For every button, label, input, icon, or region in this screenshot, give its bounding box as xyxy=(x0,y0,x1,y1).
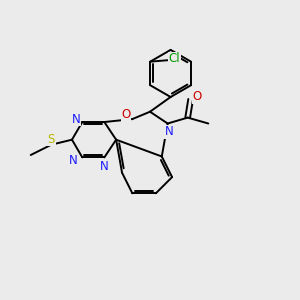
Text: Cl: Cl xyxy=(169,52,180,65)
Text: N: N xyxy=(165,125,173,138)
Text: N: N xyxy=(100,160,109,173)
Text: O: O xyxy=(193,90,202,103)
Text: S: S xyxy=(48,133,55,146)
Text: N: N xyxy=(69,154,78,167)
Text: O: O xyxy=(121,108,130,121)
Text: N: N xyxy=(71,112,80,126)
